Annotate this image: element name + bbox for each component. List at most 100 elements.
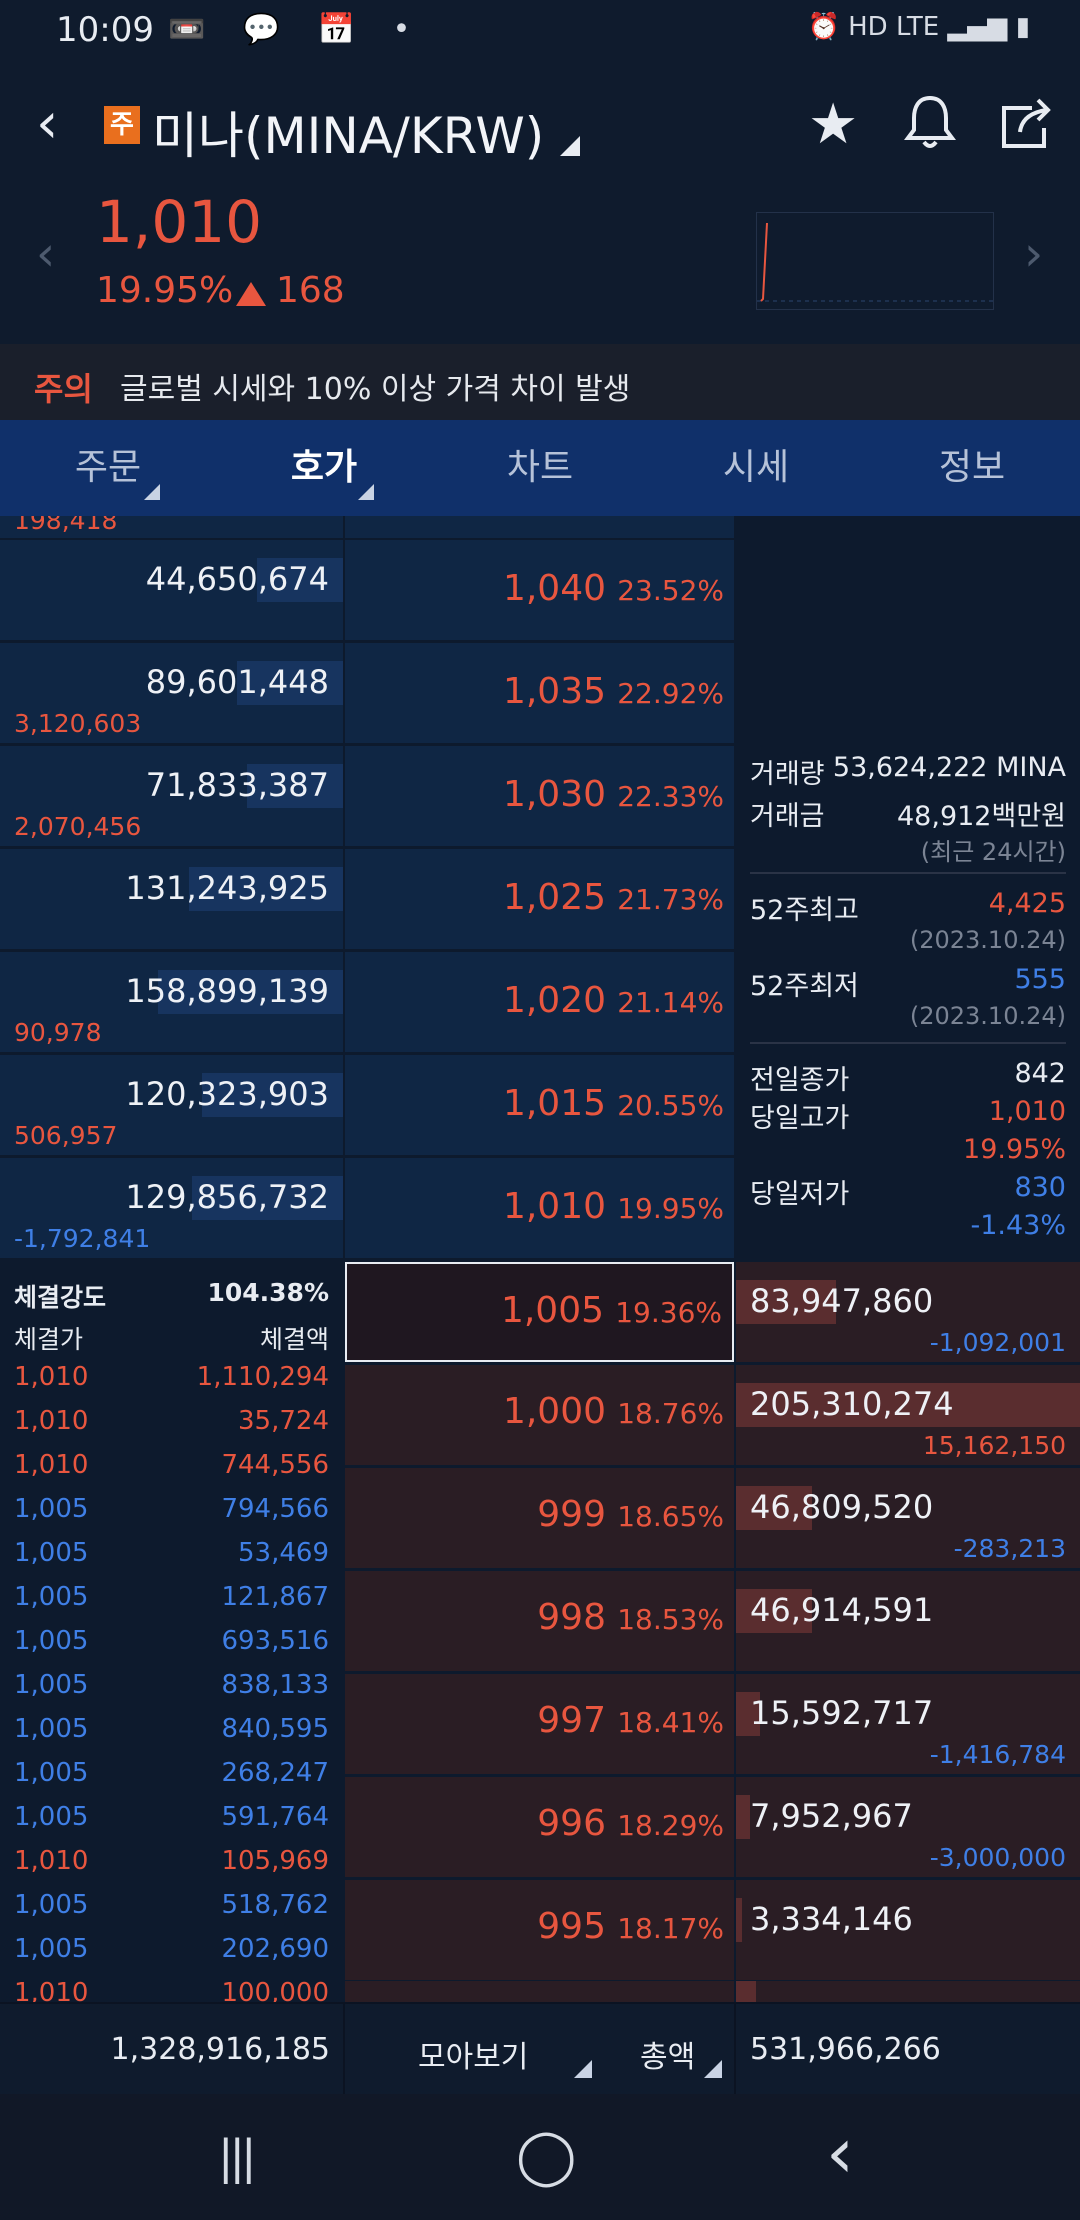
info-52w-high-label: 52주최고 [750, 895, 859, 926]
trade-price: 1,010 [14, 1978, 89, 2002]
ask-percent: 23.52% [617, 574, 724, 607]
ask-price-cell[interactable]: 1,030 22.33% [345, 746, 734, 846]
bid-price-cell[interactable]: 999 18.65% [345, 1468, 734, 1568]
bid-volume-cell[interactable]: 205,310,274 15,162,150 [736, 1365, 1080, 1465]
page-title[interactable]: 미나(MINA/KRW) [152, 107, 545, 165]
ask-percent: 22.92% [617, 677, 724, 710]
trade-strength-label: 체결강도 [14, 1283, 107, 1312]
ask-volume-cell[interactable]: 129,856,732 -1,792,841 [0, 1158, 343, 1258]
tab-info[interactable]: 정보 [864, 420, 1080, 516]
bid-volume: 205,310,274 [750, 1385, 954, 1423]
dropdown-icon [144, 484, 160, 500]
ask-price-cell[interactable]: 1,010 19.95% [345, 1158, 734, 1258]
bid-volume-bar [736, 1898, 742, 1942]
ask-volume-cell[interactable]: 44,650,674 [0, 540, 343, 640]
ask-volume: 120,323,903 [125, 1075, 329, 1113]
ask-price-cell[interactable]: 1,035 22.92% [345, 643, 734, 743]
info-amount-label: 거래금 [750, 801, 825, 832]
ask-percent: 21.73% [617, 883, 724, 916]
bid-price-cell-selected[interactable]: 1,005 19.36% [345, 1262, 734, 1362]
change-percent: 19.95% [96, 270, 234, 311]
bid-volume-bar [736, 1692, 760, 1736]
bid-price: 995 [537, 1906, 606, 1947]
bid-volume-bar [736, 1383, 1080, 1427]
view-mode-button[interactable]: 모아보기 [418, 2040, 529, 2075]
bid-percent: 18.41% [617, 1706, 724, 1739]
divider [750, 1042, 1066, 1044]
dropdown-icon [574, 2060, 592, 2078]
trade-history[interactable]: 체결강도 104.38% 체결가 체결액 1,010 1,110,294 1,010… [0, 1262, 343, 2002]
next-coin-icon[interactable]: › [1024, 226, 1044, 282]
info-52w-low-date: (2023.10.24) [909, 1002, 1066, 1030]
bell-icon[interactable] [902, 92, 958, 166]
bid-price-cell[interactable]: 996 18.29% [345, 1777, 734, 1877]
bid-change: -3,000,000 [929, 1843, 1066, 1872]
title-dropdown-icon[interactable] [560, 136, 580, 156]
tab-order[interactable]: 주문 [0, 420, 216, 516]
bid-volume-bar [736, 1589, 812, 1633]
bid-volume-cell[interactable]: 3,334,146 [736, 1880, 1080, 1980]
back-nav-icon[interactable]: ‹ [826, 2112, 854, 2194]
trade-amount: 1,110,294 [196, 1362, 329, 1392]
ask-volume-cell[interactable]: 158,899,139 90,978 [0, 952, 343, 1052]
bid-volume-cell[interactable]: 15,592,717 -1,416,784 [736, 1674, 1080, 1774]
recent-apps-icon[interactable]: ||| [218, 2130, 256, 2184]
ask-volume-cell[interactable]: 120,323,903 506,957 [0, 1055, 343, 1155]
ask-volume-cell[interactable]: 131,243,925 [0, 849, 343, 949]
trade-amount: 744,556 [221, 1450, 329, 1480]
info-day-high: 당일고가 1,010 [750, 1096, 1066, 1135]
caution-notice: 주의 글로벌 시세와 10% 이상 가격 차이 발생 [0, 344, 1080, 420]
bid-price-cell[interactable]: 998 18.53% [345, 1571, 734, 1671]
star-icon[interactable]: ★ [808, 92, 859, 157]
ask-price: 1,030 [502, 774, 606, 815]
back-icon[interactable]: ‹ [36, 91, 59, 156]
tab-chart[interactable]: 차트 [432, 420, 648, 516]
share-icon[interactable] [998, 92, 1054, 166]
home-icon[interactable]: ◯ [516, 2124, 577, 2187]
ask-price-cell[interactable]: 1,020 21.14% [345, 952, 734, 1052]
bid-price-cell[interactable]: 997 18.41% [345, 1674, 734, 1774]
total-ask-volume: 1,328,916,185 [110, 2032, 330, 2067]
notice-tag: 주의 [34, 370, 93, 408]
trade-amount: 693,516 [221, 1626, 329, 1656]
trade-price: 1,010 [14, 1450, 89, 1480]
bid-volume-cell[interactable]: 83,947,860 -1,092,001 [736, 1262, 1080, 1362]
tab-orderbook[interactable]: 호가 [216, 420, 432, 516]
ask-volume-bar [192, 1176, 343, 1220]
ask-row-partial: 198,418 [0, 516, 343, 538]
ask-price-cell[interactable]: 1,015 20.55% [345, 1055, 734, 1155]
info-volume: 거래량 53,624,222 MINA [750, 752, 1066, 791]
trade-price-header: 체결가 [14, 1325, 84, 1354]
info-prev-close-label: 전일종가 [750, 1065, 850, 1096]
ask-volume-cell[interactable]: 71,833,387 2,070,456 [0, 746, 343, 846]
tab-market[interactable]: 시세 [648, 420, 864, 516]
bid-volume-cell[interactable]: 46,914,591 [736, 1571, 1080, 1671]
bid-change: -1,092,001 [929, 1328, 1066, 1357]
info-day-low-value: 830 [1014, 1172, 1066, 1203]
bid-price-cell[interactable]: 1,000 18.76% [345, 1365, 734, 1465]
info-day-low-label: 당일저가 [750, 1179, 850, 1210]
ask-percent: 20.55% [617, 1089, 724, 1122]
caution-badge: 주 [104, 106, 140, 144]
bid-volume-cell[interactable]: 46,809,520 -283,213 [736, 1468, 1080, 1568]
ask-price: 1,010 [502, 1186, 606, 1227]
order-book[interactable]: 198,418 44,650,674 1,040 23.52% 89,601,448 3… [0, 516, 1080, 2002]
tab-info-label: 정보 [938, 447, 1006, 488]
tab-order-label: 주문 [74, 447, 142, 488]
sum-mode-button[interactable]: 총액 [640, 2040, 696, 2075]
ask-price-cell[interactable]: 1,025 21.73% [345, 849, 734, 949]
app-header: ‹ 주 미나(MINA/KRW) ★ [0, 66, 1080, 186]
info-day-high-label: 당일고가 [750, 1103, 850, 1134]
info-52w-low-value: 555 [1014, 964, 1066, 995]
status-bar: 10:09 📼 💬 📅 • ⏰ HD LTE ▂▄▆ ▮ [0, 0, 1080, 66]
bid-price-cell[interactable]: 995 18.17% [345, 1880, 734, 1980]
info-amount: 거래금 48,912백만원 [750, 794, 1066, 833]
ask-price-cell[interactable]: 1,040 23.52% [345, 540, 734, 640]
change-amount: 168 [276, 270, 345, 311]
mini-chart[interactable] [756, 212, 994, 310]
prev-coin-icon[interactable]: ‹ [36, 226, 56, 282]
ask-price: 1,040 [502, 568, 606, 609]
bid-volume-cell[interactable]: 7,952,967 -3,000,000 [736, 1777, 1080, 1877]
ask-volume-cell[interactable]: 89,601,448 3,120,603 [0, 643, 343, 743]
tab-orderbook-label: 호가 [290, 447, 358, 488]
